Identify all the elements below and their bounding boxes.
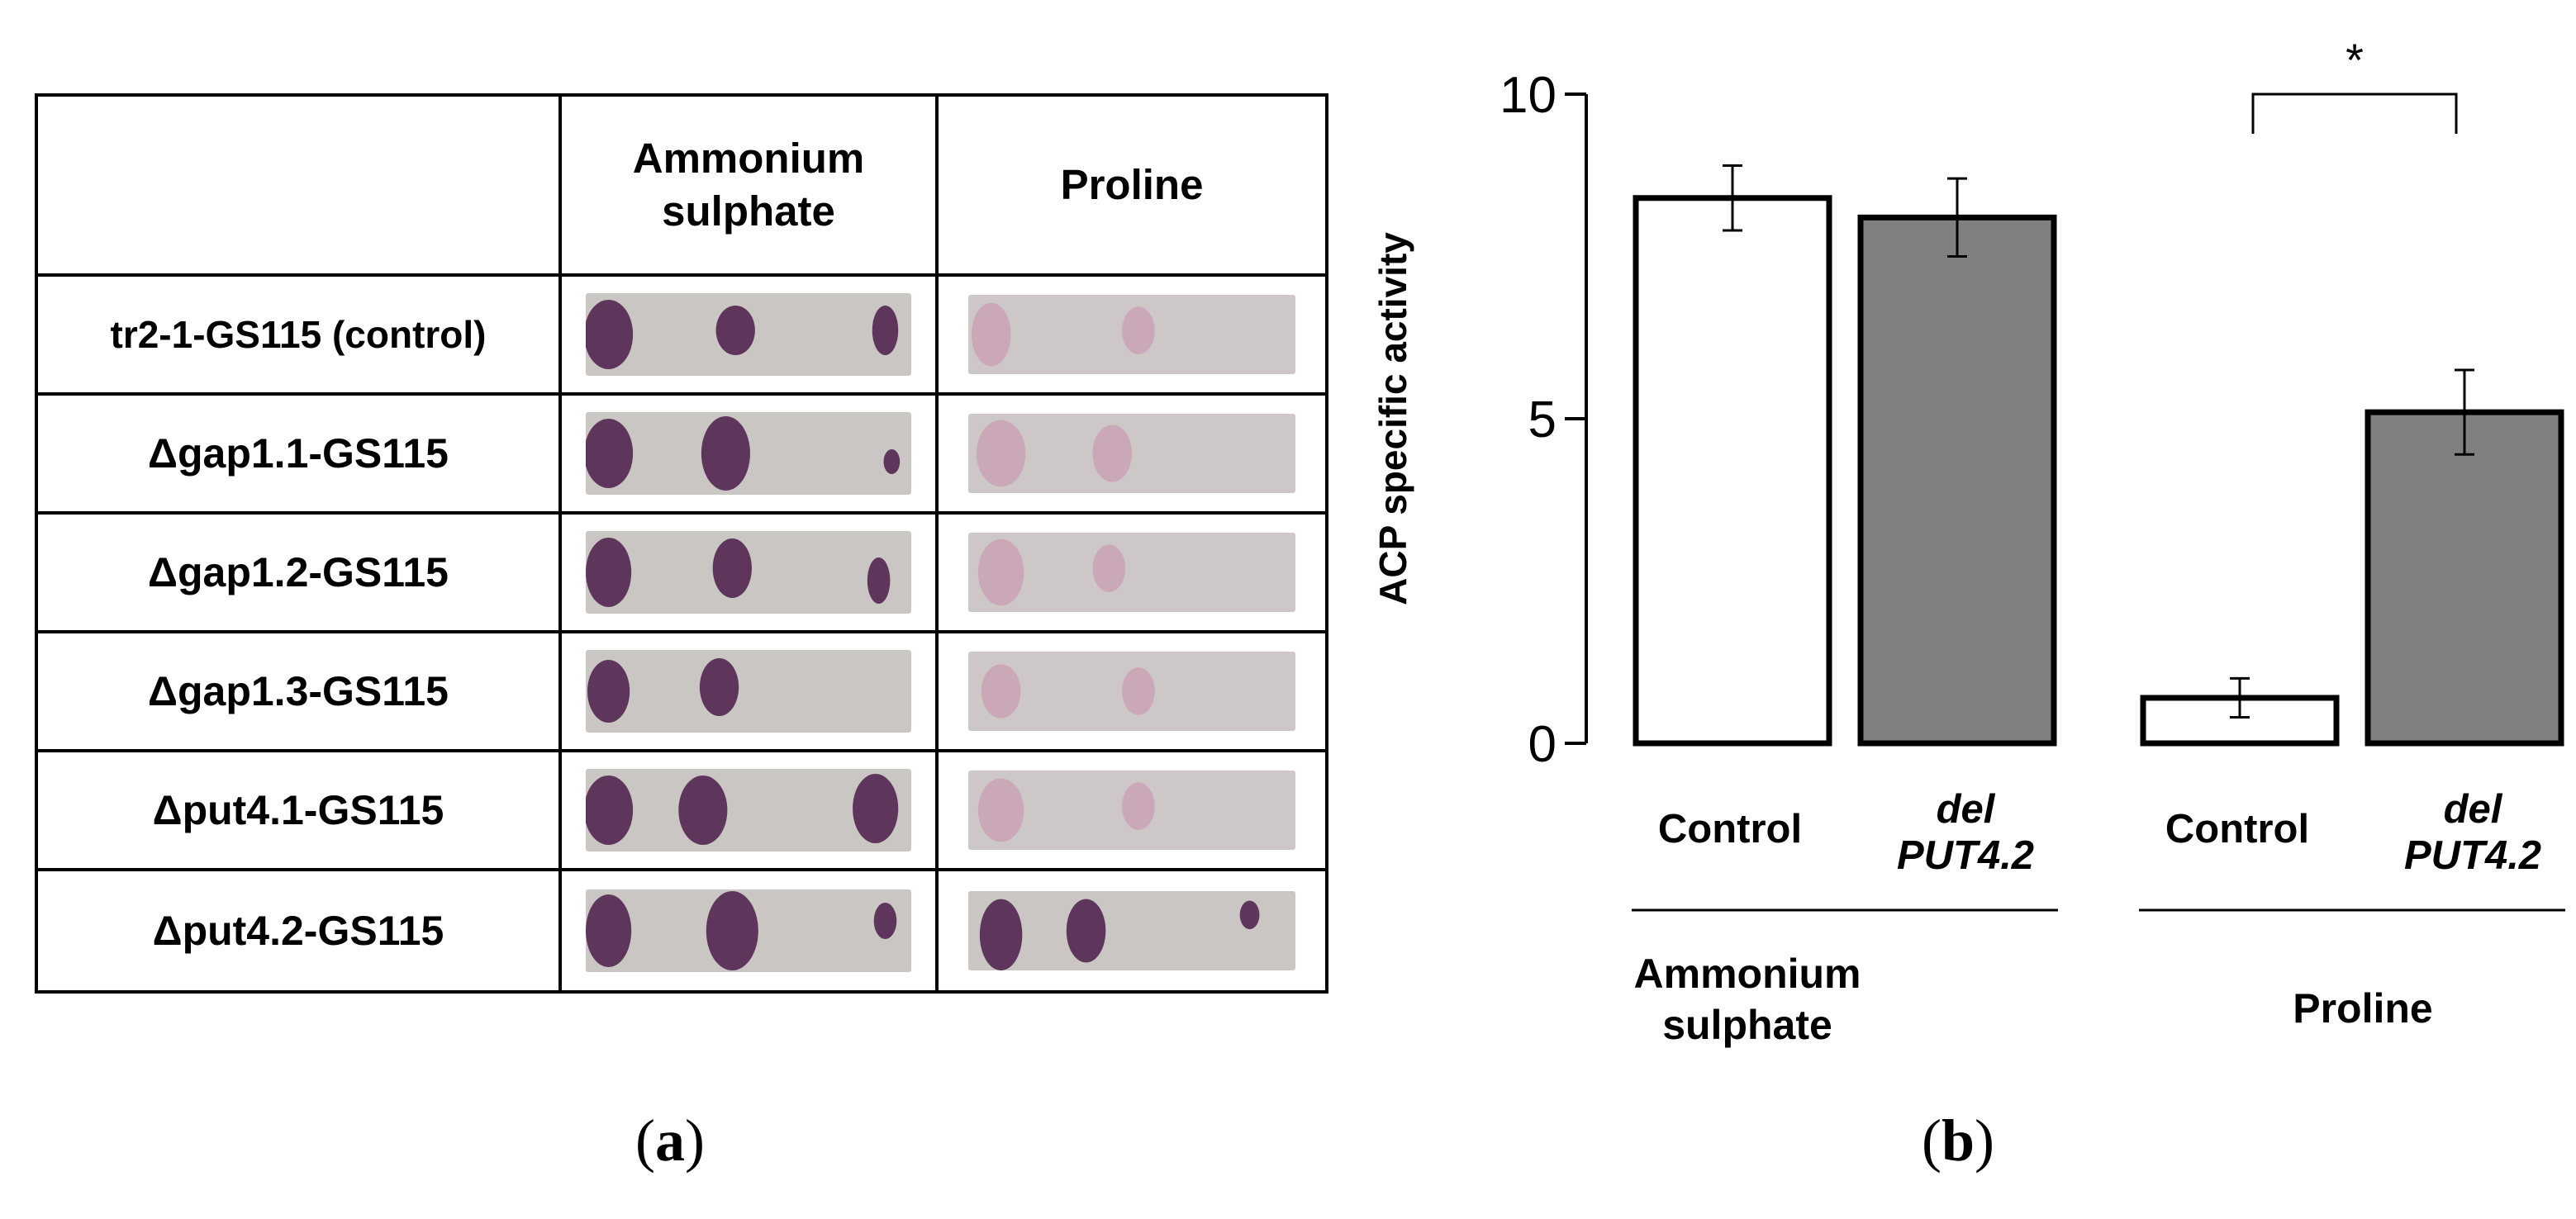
proline-spot-plate xyxy=(935,392,1328,515)
strain-name: Δput4.1-GS115 xyxy=(35,749,562,871)
bar xyxy=(2365,409,2564,747)
table-header-row: Ammonium sulphate Proline xyxy=(35,93,1328,277)
bar-category-label: Control xyxy=(2165,807,2309,851)
header-ammonium-sulphate: Ammonium sulphate xyxy=(558,93,939,277)
table-row: Δput4.1-GS115 xyxy=(35,749,1328,871)
ammonium-spot-plate xyxy=(558,868,939,994)
table-row: Δput4.2-GS115 xyxy=(35,868,1328,994)
y-tick-label: 0 xyxy=(1528,716,1557,773)
ammonium-spot-plate xyxy=(558,511,939,633)
table-row: Δgap1.2-GS115 xyxy=(35,511,1328,633)
proline-spot-plate xyxy=(935,749,1328,871)
strain-name: Δgap1.2-GS115 xyxy=(35,511,562,633)
proline-spot-plate xyxy=(935,630,1328,752)
y-axis-label: ACP specific activity xyxy=(1371,232,1414,605)
y-tick-label: 10 xyxy=(1499,67,1557,124)
proline-spot-plate xyxy=(935,868,1328,994)
table-row: Δgap1.1-GS115 xyxy=(35,392,1328,515)
spot-assay-table: Ammonium sulphate Proline tr2-1-GS115 (c… xyxy=(35,93,1328,994)
ammonium-spot-plate xyxy=(558,273,939,396)
ammonium-spot-plate xyxy=(558,749,939,871)
panel-b-label: (b) xyxy=(1922,1108,1995,1174)
bar-category-label: PUT4.2 xyxy=(2404,833,2541,878)
strain-name: Δgap1.3-GS115 xyxy=(35,630,562,752)
bar-category-label: del xyxy=(2444,787,2503,832)
ammonium-spot-plate xyxy=(558,392,939,515)
significance-bracket xyxy=(2251,92,2458,134)
header-proline: Proline xyxy=(935,93,1328,277)
bar-category-label: Control xyxy=(1658,807,1802,851)
strain-name: Δput4.2-GS115 xyxy=(35,868,562,994)
group-label: sulphate xyxy=(1662,1002,1832,1048)
table-row: Δgap1.3-GS115 xyxy=(35,630,1328,752)
strain-name: tr2-1-GS115 (control) xyxy=(35,273,562,396)
bar xyxy=(1633,195,1832,747)
ammonium-spot-plate xyxy=(558,630,939,752)
bar xyxy=(1857,214,2057,747)
group-label: Proline xyxy=(2293,985,2432,1032)
panel-a-label: (a) xyxy=(635,1108,705,1174)
header-blank-cell xyxy=(35,93,562,277)
table-row: tr2-1-GS115 (control) xyxy=(35,273,1328,396)
group-label: Ammonium xyxy=(1634,951,1861,997)
strain-name: Δgap1.1-GS115 xyxy=(35,392,562,515)
significance-asterisk: * xyxy=(2345,34,2364,86)
y-tick-label: 5 xyxy=(1528,391,1557,448)
bar-category-label: PUT4.2 xyxy=(1897,833,2034,878)
proline-spot-plate xyxy=(935,511,1328,633)
proline-spot-plate xyxy=(935,273,1328,396)
bar-category-label: del xyxy=(1937,787,1996,832)
